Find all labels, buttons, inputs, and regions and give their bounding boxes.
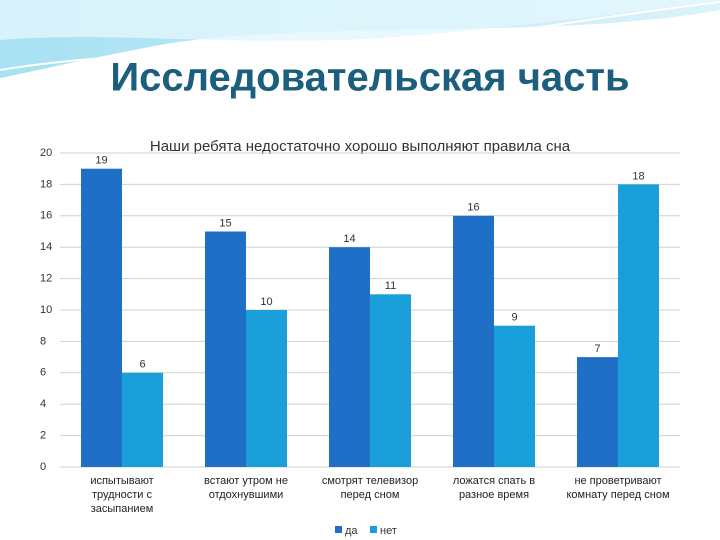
data-label: 9 [511, 312, 517, 324]
y-tick-label: 18 [40, 178, 52, 190]
legend-label: да [345, 525, 358, 537]
bar [453, 215, 494, 467]
data-label: 10 [260, 296, 272, 308]
header-line [0, 1, 720, 71]
bar [205, 231, 246, 467]
data-label: 15 [219, 217, 231, 229]
x-tick-label: ложатся спать в разное время [452, 475, 536, 501]
y-tick-label: 12 [40, 273, 52, 285]
y-tick-label: 10 [40, 304, 52, 316]
y-tick-label: 6 [40, 367, 46, 379]
legend-label: нет [380, 525, 397, 537]
y-tick-label: 0 [40, 461, 46, 473]
header-wave [0, 0, 720, 41]
bar [122, 372, 163, 467]
x-tick-label: не проветривают комнату перед сном [566, 475, 670, 501]
data-label: 6 [139, 359, 145, 371]
bar [618, 184, 659, 467]
bar [81, 168, 122, 467]
bar [370, 294, 411, 467]
x-tick-label: смотрят телевизор перед сном [321, 475, 419, 501]
bar [246, 310, 287, 467]
data-label: 14 [343, 233, 355, 245]
bar [577, 357, 618, 467]
y-tick-label: 20 [40, 147, 52, 159]
data-label: 19 [95, 155, 107, 167]
data-label: 11 [385, 280, 396, 292]
data-label: 7 [594, 343, 600, 355]
y-tick-label: 2 [40, 430, 46, 442]
y-tick-label: 14 [40, 241, 52, 253]
bar [494, 325, 535, 467]
legend-swatch [335, 526, 342, 533]
y-tick-label: 4 [40, 398, 46, 410]
data-label: 16 [467, 202, 479, 214]
data-label: 18 [632, 170, 644, 182]
x-tick-label: испытывают трудности с засыпанием [90, 475, 154, 515]
bar [329, 247, 370, 467]
x-tick-label: встают утром не отдохнувшими [204, 475, 288, 501]
slide-title: Исследовательская часть [110, 56, 629, 100]
y-tick-label: 16 [40, 210, 52, 222]
y-tick-label: 8 [40, 335, 46, 347]
legend-swatch [370, 526, 377, 533]
chart-title: Наши ребята недостаточно хорошо выполняю… [150, 138, 571, 155]
